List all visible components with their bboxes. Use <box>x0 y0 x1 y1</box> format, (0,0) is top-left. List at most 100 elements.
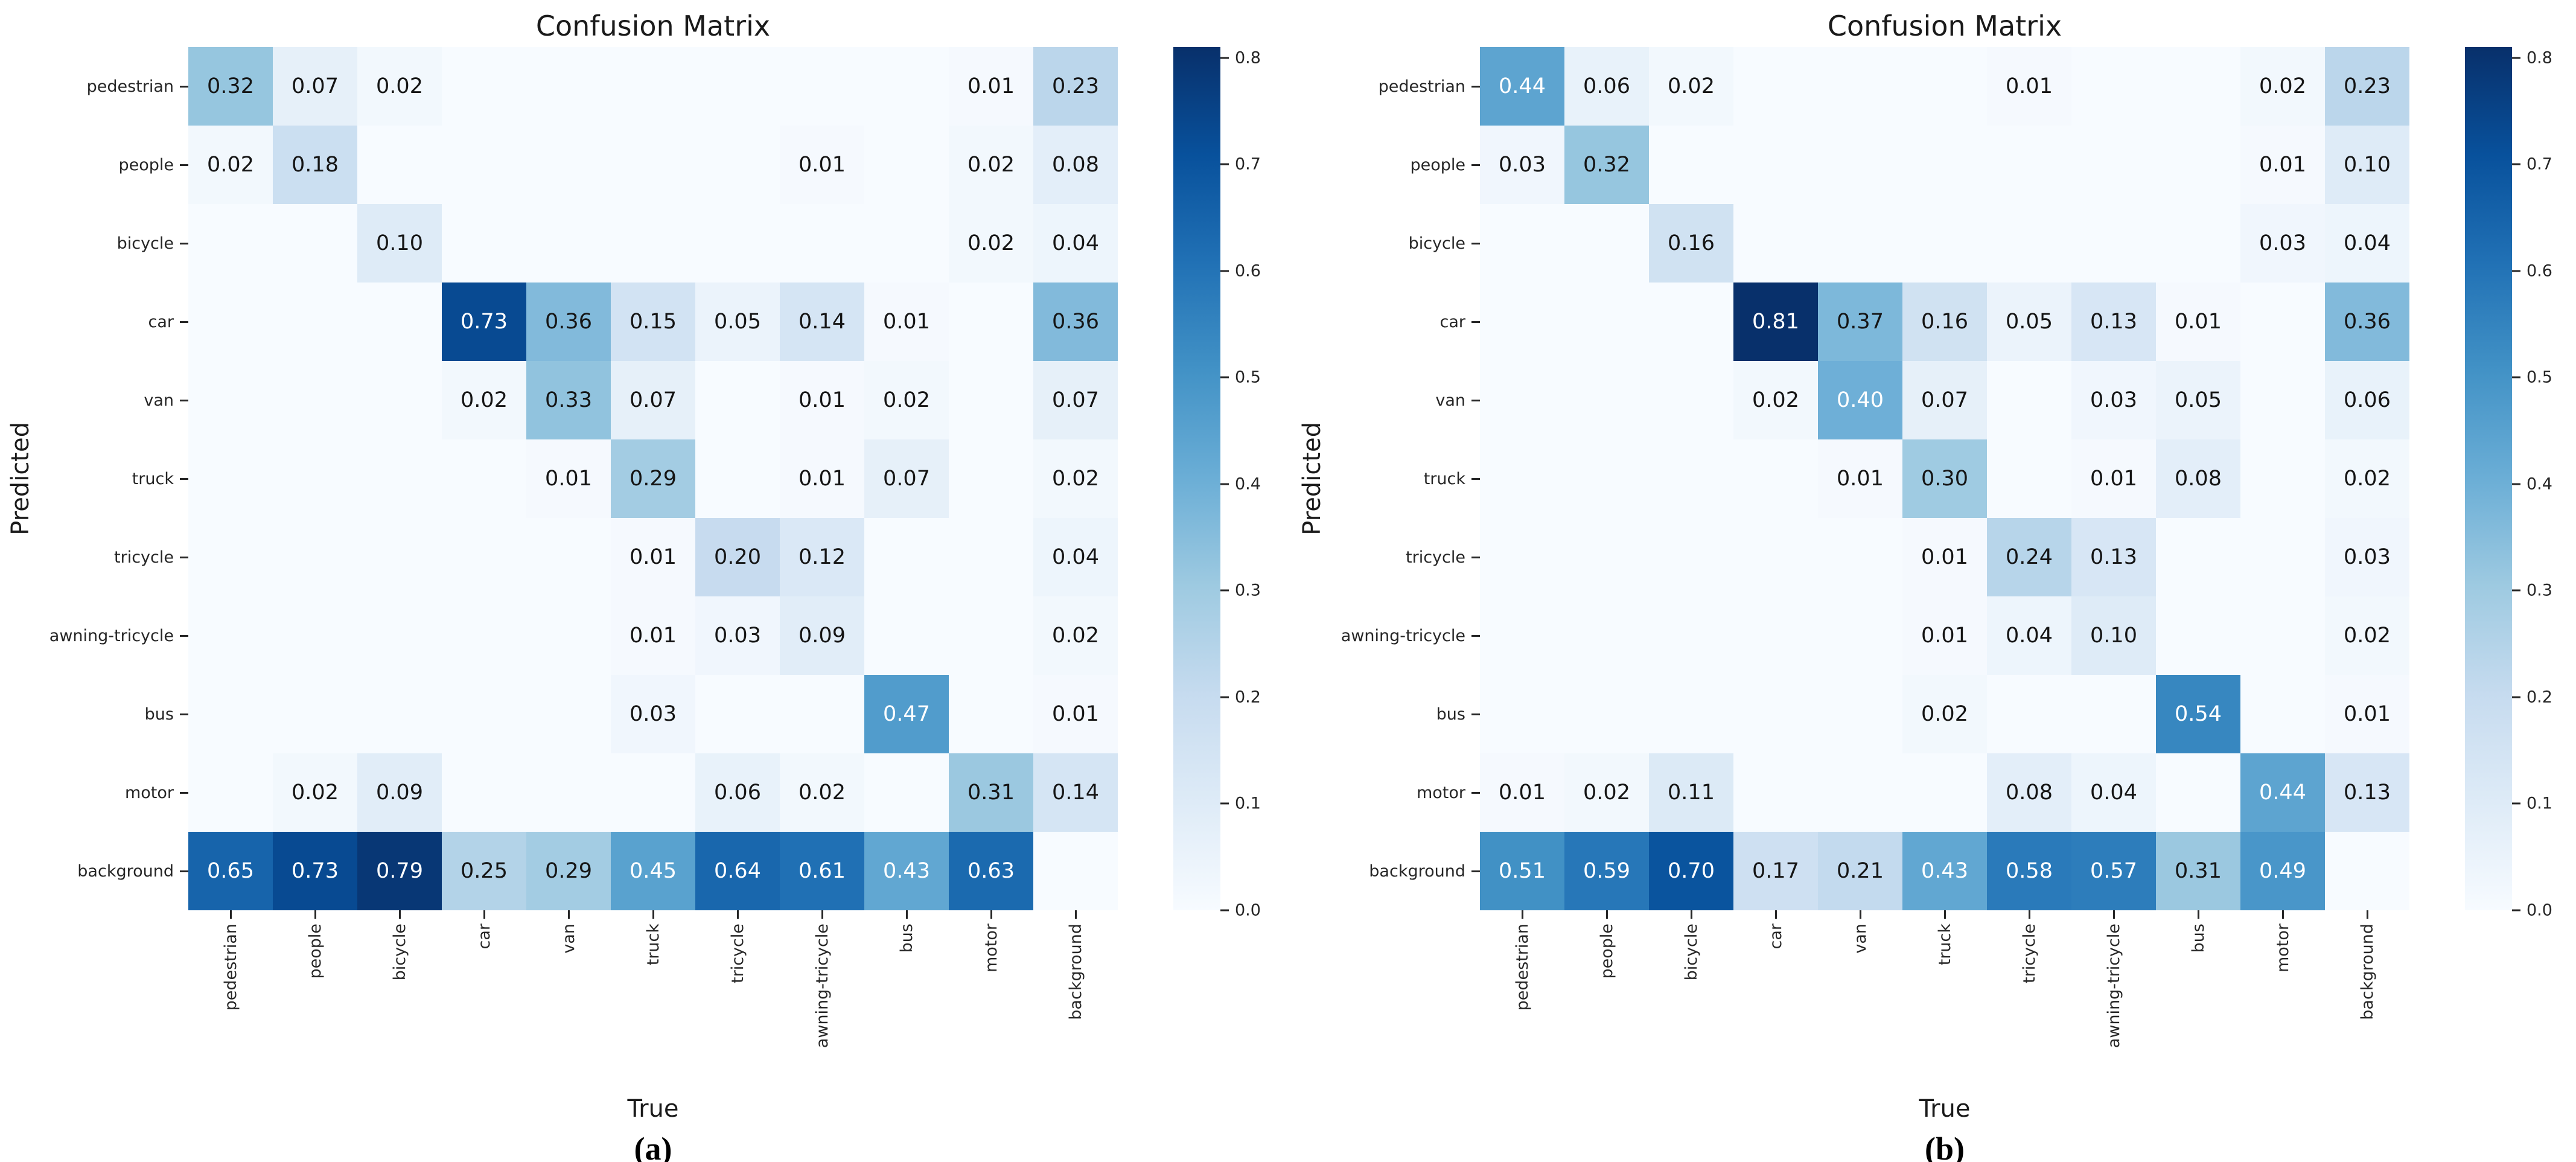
y-tick-tricycle: tricycle <box>1329 518 1480 596</box>
heatmap-cell-tricycle-bus <box>864 518 949 596</box>
y-tick-mark <box>1471 399 1480 401</box>
y-tick-mark <box>180 791 188 794</box>
y-tick-label: people <box>118 155 174 174</box>
heatmap-cell-tricycle-awning-tricycle: 0.13 <box>2071 518 2156 596</box>
x-tick-mark <box>1774 910 1777 919</box>
colorbar-tick-0.7: 0.7 <box>1220 155 1261 174</box>
x-tick-mark <box>2028 910 2030 919</box>
heatmap-cell-background-people: 0.73 <box>273 832 357 910</box>
heatmap-cell-tricycle-truck: 0.01 <box>611 518 695 596</box>
heatmap-cell-awning-tricycle-awning-tricycle: 0.10 <box>2071 596 2156 675</box>
heatmap-cell-truck-motor <box>2240 439 2325 518</box>
colorbar-tick-label: 0.2 <box>2527 688 2552 707</box>
heatmap-cell-background-people: 0.59 <box>1564 832 1649 910</box>
heatmap-cell-van-truck: 0.07 <box>611 361 695 439</box>
colorbar-tick-0.0: 0.0 <box>2512 901 2552 920</box>
colorbar-tick-label: 0.5 <box>2527 368 2552 387</box>
y-tick-bicycle: bicycle <box>1329 204 1480 283</box>
heatmap-cell-bus-motor <box>2240 675 2325 753</box>
heatmap-cell-van-people <box>273 361 357 439</box>
y-tick-awning-tricycle: awning-tricycle <box>37 596 188 675</box>
colorbar-tick-mark <box>1220 376 1229 378</box>
heatmap-cell-awning-tricycle-bicycle <box>357 596 442 675</box>
heatmap-cell-tricycle-van <box>526 518 611 596</box>
heatmap-cell-awning-tricycle-people <box>1564 596 1649 675</box>
y-tick-mark <box>1471 242 1480 244</box>
heatmap-cell-car-car: 0.81 <box>1733 283 1818 361</box>
heatmap-cell-van-tricycle <box>695 361 780 439</box>
chart-title: Confusion Matrix <box>535 10 771 42</box>
x-tick-label: background <box>1066 924 1085 1020</box>
heatmap-cell-people-motor: 0.02 <box>949 126 1033 204</box>
y-tick-mark <box>1471 477 1480 480</box>
y-tick-mark <box>180 164 188 166</box>
heatmap-cell-bus-bus: 0.47 <box>864 675 949 753</box>
x-tick-van: van <box>526 910 611 1091</box>
x-tick-label: bicycle <box>390 924 409 981</box>
heatmap-cell-bicycle-tricycle <box>695 204 780 283</box>
x-tick-people: people <box>273 910 357 1091</box>
heatmap-cell-van-background: 0.06 <box>2325 361 2409 439</box>
colorbar-tick-label: 0.0 <box>2527 901 2552 920</box>
heatmap-cell-awning-tricycle-bus <box>864 596 949 675</box>
heatmap-cell-van-motor <box>2240 361 2325 439</box>
y-tick-mark <box>180 242 188 244</box>
heatmap-cell-truck-tricycle <box>1987 439 2071 518</box>
heatmap-cell-motor-bicycle: 0.11 <box>1649 753 1733 832</box>
y-tick-label: car <box>1439 312 1466 331</box>
heatmap-cell-motor-awning-tricycle: 0.04 <box>2071 753 2156 832</box>
y-tick-label: background <box>1369 861 1465 881</box>
heatmap-cell-awning-tricycle-bicycle <box>1649 596 1733 675</box>
x-tick-bicycle: bicycle <box>357 910 442 1091</box>
heatmap-cell-awning-tricycle-tricycle: 0.04 <box>1987 596 2071 675</box>
colorbar-tick-label: 0.4 <box>2527 474 2552 494</box>
heatmap-cell-van-awning-tricycle: 0.03 <box>2071 361 2156 439</box>
heatmap-cell-truck-bicycle <box>357 439 442 518</box>
heatmap-cell-motor-tricycle: 0.08 <box>1987 753 2071 832</box>
heatmap-cell-bicycle-background: 0.04 <box>2325 204 2409 283</box>
subfigure-caption: (b) <box>1925 1131 1965 1162</box>
y-tick-mark <box>1471 713 1480 715</box>
colorbar-tick-mark <box>1220 483 1229 485</box>
plot-row: Predicted pedestrian people bicycle car van t… <box>1295 47 2576 1162</box>
heatmap-cell-background-bus: 0.43 <box>864 832 949 910</box>
heatmap-cell-tricycle-truck: 0.01 <box>1902 518 1987 596</box>
heatmap-cell-car-motor <box>949 283 1033 361</box>
heatmap-cell-pedestrian-background: 0.23 <box>1033 47 1118 126</box>
colorbar-tick-mark <box>2512 376 2520 378</box>
heatmap-cell-motor-truck <box>611 753 695 832</box>
heatmap-cell-pedestrian-pedestrian: 0.32 <box>188 47 273 126</box>
heatmap-cell-motor-van <box>526 753 611 832</box>
x-tick-mark <box>483 910 485 919</box>
x-tick-label: awning-tricycle <box>812 924 832 1049</box>
y-tick-label: bus <box>144 704 174 724</box>
heatmap-cell-awning-tricycle-background: 0.02 <box>1033 596 1118 675</box>
heatmap-cell-bus-background: 0.01 <box>2325 675 2409 753</box>
heatmap-cell-awning-tricycle-van <box>1818 596 1902 675</box>
y-tick-mark <box>180 556 188 558</box>
x-tick-label: bus <box>2189 924 2208 953</box>
heatmap-cell-truck-background: 0.02 <box>1033 439 1118 518</box>
colorbar-tick-mark <box>1220 57 1229 59</box>
heatmap-cell-motor-pedestrian <box>188 753 273 832</box>
y-tick-awning-tricycle: awning-tricycle <box>1329 596 1480 675</box>
y-tick-label: people <box>1410 155 1465 174</box>
heatmap-cell-car-truck: 0.16 <box>1902 283 1987 361</box>
heatmap-cell-truck-people <box>273 439 357 518</box>
colorbar-tick-0.7: 0.7 <box>2512 155 2552 174</box>
heatmap-cell-bus-car <box>442 675 526 753</box>
x-tick-label: background <box>2358 924 2377 1020</box>
y-tick-bicycle: bicycle <box>37 204 188 283</box>
heatmap-cell-car-people <box>273 283 357 361</box>
y-tick-mark <box>1471 85 1480 88</box>
x-tick-mark <box>990 910 992 919</box>
heatmap-cell-van-bicycle <box>357 361 442 439</box>
heatmap-cell-van-background: 0.07 <box>1033 361 1118 439</box>
x-tick-mark <box>314 910 316 919</box>
heatmap-cell-pedestrian-pedestrian: 0.44 <box>1480 47 1564 126</box>
colorbar-tick-label: 0.7 <box>1235 155 1261 174</box>
x-tick-background: background <box>2325 910 2409 1091</box>
heatmap-cell-bus-truck: 0.02 <box>1902 675 1987 753</box>
x-tick-mark <box>736 910 739 919</box>
heatmap-cell-pedestrian-bus <box>2156 47 2240 126</box>
